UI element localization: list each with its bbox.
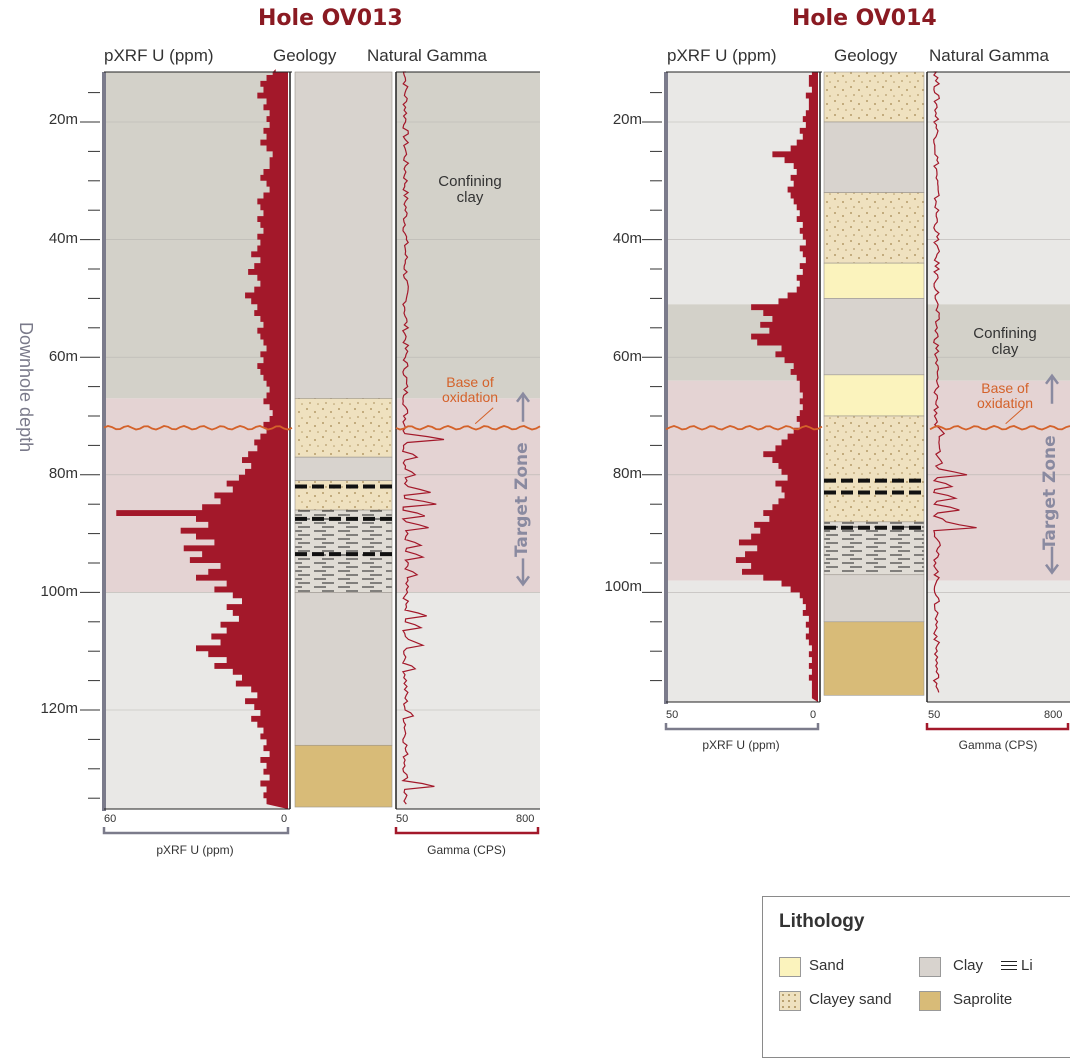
hole-ov013-target-zone-label: Target Zone bbox=[512, 442, 532, 557]
hole-ov014-gamma-axis-max: 800 bbox=[1044, 709, 1063, 721]
oxidation-pointer bbox=[474, 407, 494, 425]
lithology-clay bbox=[294, 71, 393, 399]
target-zone-arrowhead-top bbox=[1045, 373, 1059, 385]
lithology-clayey_sand bbox=[294, 398, 393, 458]
legend-swatch-lignite bbox=[1001, 959, 1017, 971]
gamma-scale-bar bbox=[394, 827, 540, 835]
lithology-sand bbox=[823, 262, 925, 299]
legend-label-clay: Clay bbox=[953, 957, 984, 974]
lithology-lignite bbox=[294, 509, 393, 593]
natural-gamma-trace bbox=[932, 71, 977, 693]
lithology-clayey_sand bbox=[823, 192, 925, 264]
target-zone-arrowhead-top bbox=[516, 391, 530, 403]
legend-label-sand: Sand bbox=[809, 957, 845, 974]
hole-ov014-logs bbox=[642, 69, 1070, 731]
legend-swatch-saprolite bbox=[919, 991, 941, 1011]
oxidation-pointer bbox=[1005, 407, 1024, 425]
hole-ov013-depth-label: 40m bbox=[48, 230, 78, 247]
lithology-saprolite bbox=[294, 744, 393, 808]
hole-ov013-depth-label: 120m bbox=[40, 700, 78, 717]
hole-ov013-depth-label: 20m bbox=[48, 111, 78, 128]
legend-swatch-clay bbox=[919, 957, 941, 977]
hole-ov013-depth-label: 60m bbox=[48, 348, 78, 365]
hole-ov013-gamma-axis-min: 50 bbox=[396, 813, 409, 825]
hole-ov013-gamma-header: Natural Gamma bbox=[367, 46, 487, 65]
lithology-clay bbox=[823, 298, 925, 376]
lithology-legend: Lithology Sand Clay Li Clayey sand Sapro… bbox=[762, 896, 1070, 1058]
pxrf-u-profile bbox=[116, 69, 289, 809]
hole-ov013-gamma-axis-title: Gamma (CPS) bbox=[427, 843, 506, 857]
hole-ov013-gamma-axis-max: 800 bbox=[516, 813, 535, 825]
hole-ov014-title: Hole OV014 bbox=[792, 6, 937, 31]
lithology-clayey_sand bbox=[294, 480, 393, 511]
pxrf-u-profile bbox=[735, 69, 818, 702]
hole-ov013-base-oxidation-label: Base of oxidation bbox=[441, 374, 499, 405]
hole-ov013-title: Hole OV013 bbox=[258, 6, 403, 31]
pxrf-scale-bar bbox=[664, 723, 820, 731]
hole-ov013-pxrf-header: pXRF U (ppm) bbox=[104, 46, 214, 65]
pxrf-scale-bar bbox=[102, 827, 290, 835]
lithology-clay bbox=[294, 592, 393, 746]
hole-ov014-gamma-axis-min: 50 bbox=[928, 709, 941, 721]
base-of-oxidation-line bbox=[665, 425, 1070, 431]
target-zone-band bbox=[396, 398, 540, 593]
legend-swatch-sand bbox=[779, 957, 801, 977]
hole-ov014-target-zone-label: Target Zone bbox=[1040, 435, 1060, 550]
hole-ov013-geology-header: Geology bbox=[273, 46, 337, 65]
lithology-clayey_sand bbox=[823, 415, 925, 523]
hole-ov014-pxrf-axis-max: 0 bbox=[810, 709, 817, 721]
lower-band bbox=[666, 580, 818, 702]
lithology-clay bbox=[823, 121, 925, 193]
lithology-clay bbox=[294, 456, 393, 481]
natural-gamma-trace bbox=[401, 71, 445, 805]
legend-label-saprolite: Saprolite bbox=[953, 991, 1013, 1008]
hole-ov014-depth-label: 100m bbox=[604, 578, 642, 595]
downhole-depth-axis-label: Downhole depth bbox=[16, 322, 36, 453]
upper-band bbox=[927, 72, 1070, 305]
confining-clay-band bbox=[396, 72, 540, 399]
hole-ov014-depth-label: 60m bbox=[612, 348, 642, 365]
legend-label-lignite: Li bbox=[1021, 957, 1033, 974]
hole-ov014-base-oxidation-label: Base of oxidation bbox=[976, 380, 1034, 411]
legend-label-clayey-sand: Clayey sand bbox=[809, 991, 892, 1008]
target-zone-band bbox=[927, 380, 1070, 581]
lower-band bbox=[396, 592, 540, 809]
lithology-clayey_sand bbox=[823, 71, 925, 123]
base-of-oxidation-line bbox=[103, 425, 541, 431]
hole-ov014-pxrf-header: pXRF U (ppm) bbox=[667, 46, 777, 65]
hole-ov014-pxrf-axis-title: pXRF U (ppm) bbox=[702, 738, 780, 752]
hole-ov014-geology-header: Geology bbox=[834, 46, 898, 65]
lower-band bbox=[927, 580, 1070, 702]
hole-ov014-gamma-axis-title: Gamma (CPS) bbox=[958, 738, 1038, 752]
hole-ov013-confining-clay-label: Confining clay bbox=[438, 173, 502, 206]
lithology-sand bbox=[823, 374, 925, 417]
hole-ov013-depth-label: 100m bbox=[40, 583, 78, 600]
hole-ov014-confining-clay-label: Confining clay bbox=[973, 325, 1037, 358]
lithology-saprolite bbox=[823, 621, 925, 696]
legend-title: Lithology bbox=[779, 911, 865, 932]
hole-ov013-pxrf-axis-title: pXRF U (ppm) bbox=[156, 843, 234, 857]
confining-clay-band bbox=[927, 304, 1070, 381]
hole-ov014-depth-label: 20m bbox=[612, 111, 642, 128]
legend-swatch-clayey-sand bbox=[779, 991, 801, 1011]
hole-ov013-pxrf-axis-max: 0 bbox=[281, 813, 288, 825]
hole-ov014-pxrf-axis-min: 50 bbox=[666, 709, 679, 721]
hole-ov013-logs bbox=[80, 69, 541, 835]
lithology-lignite bbox=[823, 521, 925, 576]
hole-ov014-depth-label: 80m bbox=[612, 465, 642, 482]
hole-ov014-depth-label: 40m bbox=[612, 230, 642, 247]
target-zone-arrowhead-bottom bbox=[516, 575, 530, 587]
lithology-clay bbox=[823, 574, 925, 623]
hole-ov013-depth-label: 80m bbox=[48, 465, 78, 482]
hole-ov014-gamma-header: Natural Gamma bbox=[929, 46, 1049, 65]
hole-ov013-pxrf-axis-min: 60 bbox=[104, 813, 117, 825]
gamma-scale-bar bbox=[925, 723, 1070, 731]
target-zone-arrowhead-bottom bbox=[1045, 563, 1059, 575]
